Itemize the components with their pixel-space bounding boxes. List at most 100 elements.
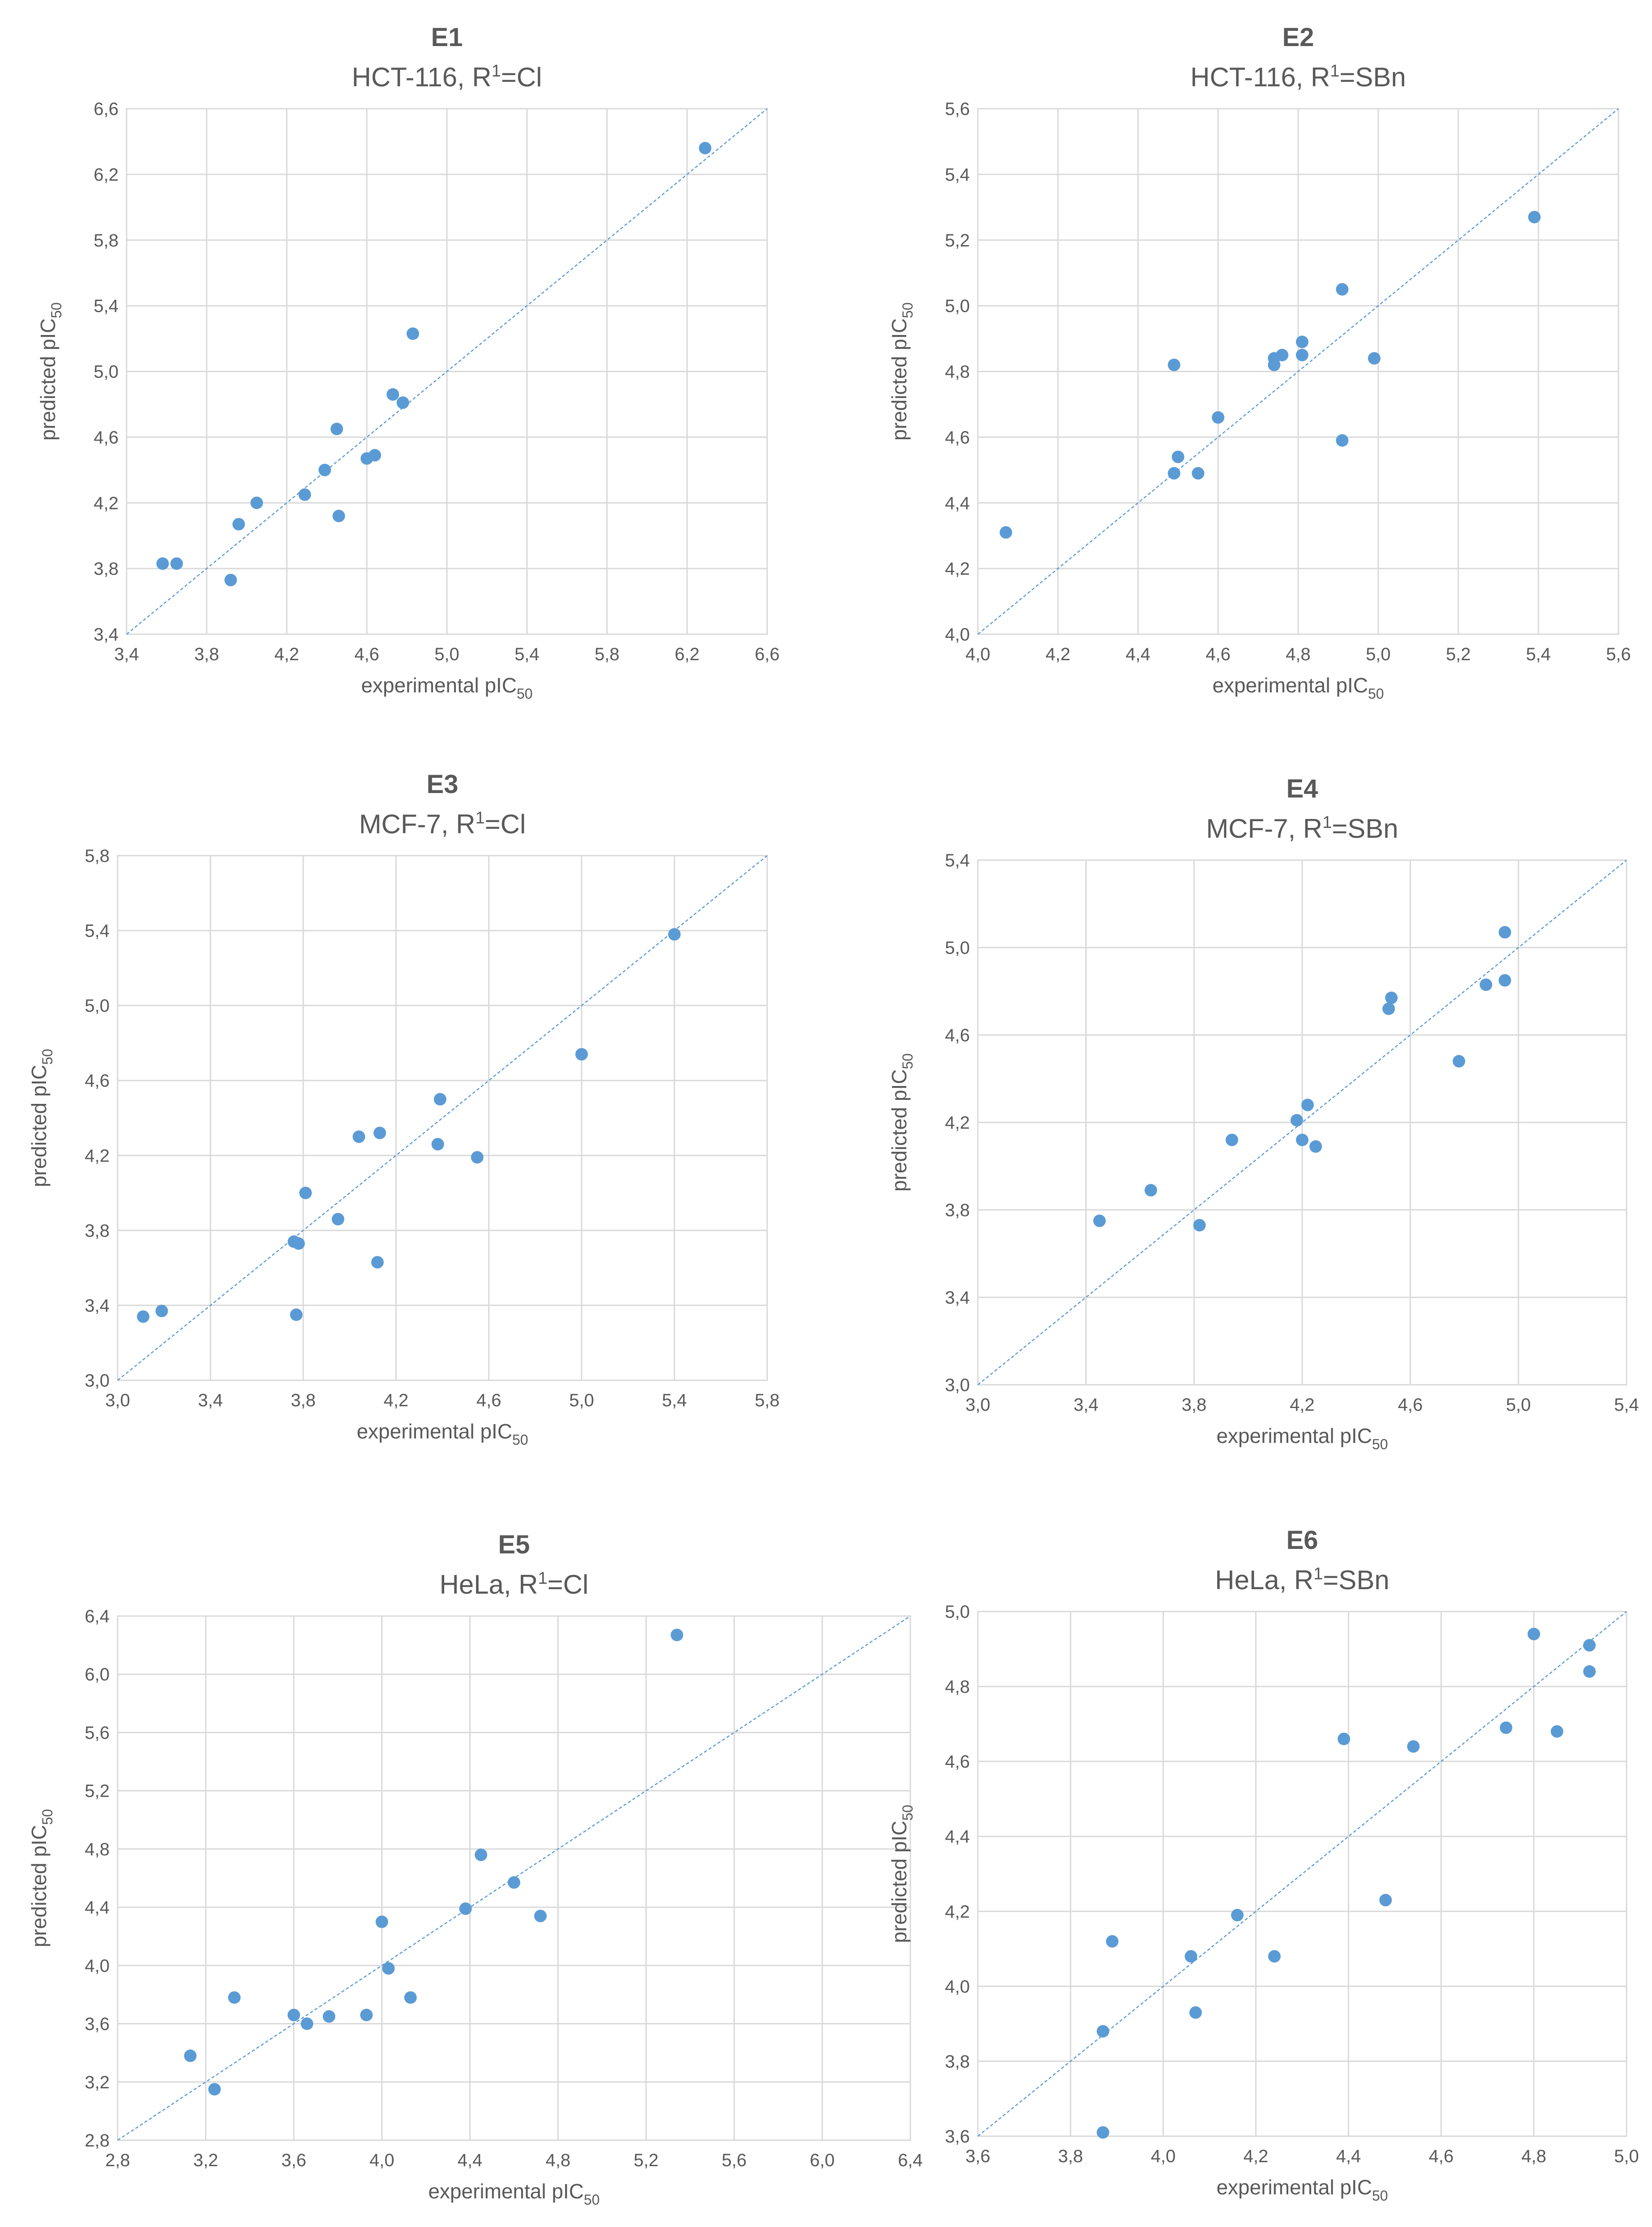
subtitle-cell-line: HCT-116, R bbox=[352, 62, 491, 92]
panel-subtitle: MCF-7, R1=SBn bbox=[1206, 813, 1398, 844]
y-tick-label: 5,0 bbox=[93, 362, 119, 382]
x-tick-label: 4,8 bbox=[1521, 2146, 1546, 2166]
data-point bbox=[1452, 1055, 1465, 1068]
y-tick-label: 3,6 bbox=[945, 2127, 970, 2146]
y-axis-label: predicted pIC50 bbox=[36, 302, 64, 441]
x-tick-label: 4,8 bbox=[1286, 645, 1311, 664]
panel-subtitle: HeLa, R1=Cl bbox=[440, 1569, 589, 1599]
data-point bbox=[699, 142, 712, 155]
data-point bbox=[332, 509, 345, 522]
data-point bbox=[433, 1093, 446, 1106]
y-tick-label: 5,6 bbox=[85, 1723, 110, 1743]
x-tick-label: 5,0 bbox=[1366, 645, 1391, 664]
y-tick-label: 4,2 bbox=[93, 493, 119, 513]
data-point bbox=[1106, 1935, 1119, 1948]
plot-area-frame bbox=[977, 108, 1619, 635]
panel-e5: E5 HeLa, R1=Cl 2,8 3,2 3,6 4,0 4,4 4,8 5,2 5,6 6,0… bbox=[27, 1530, 923, 2208]
x-tick-label: 4,6 bbox=[354, 645, 379, 664]
data-point bbox=[575, 1048, 588, 1061]
x-tick-label: 3,8 bbox=[1182, 1395, 1207, 1415]
data-point bbox=[1168, 467, 1181, 480]
identity-line bbox=[126, 108, 768, 635]
y-tick-label: 4,2 bbox=[945, 1113, 970, 1133]
y-tick-label: 4,8 bbox=[945, 1677, 970, 1697]
data-point bbox=[1550, 1725, 1563, 1738]
subtitle-superscript: 1 bbox=[492, 62, 501, 81]
data-point bbox=[1295, 348, 1308, 361]
panel-title: E1 bbox=[431, 23, 463, 52]
data-point bbox=[1295, 335, 1308, 348]
x-tick-label: 5,4 bbox=[1614, 1395, 1639, 1415]
x-tick-label: 4,4 bbox=[1125, 645, 1151, 664]
subtitle-cell-line: MCF-7, R bbox=[1206, 814, 1322, 844]
y-tick-label: 3,0 bbox=[85, 1371, 110, 1391]
x-tick-label: 5,0 bbox=[1506, 1395, 1531, 1415]
x-tick-label: 5,0 bbox=[569, 1391, 594, 1410]
y-tick-label: 5,4 bbox=[85, 921, 110, 941]
data-point bbox=[1093, 1214, 1106, 1227]
x-tick-label: 5,4 bbox=[662, 1391, 687, 1410]
data-point bbox=[290, 1308, 303, 1321]
panel-e4: E4 MCF-7, R1=SBn 3,0 3,4 3,8 4,2 4,6 5,0 5,4 3,0 3… bbox=[888, 774, 1639, 1452]
data-point bbox=[1189, 2006, 1202, 2019]
x-tick-label: 3,2 bbox=[193, 2151, 218, 2170]
data-point bbox=[1231, 1909, 1244, 1922]
data-point bbox=[137, 1310, 150, 1323]
x-tick-label: 4,0 bbox=[369, 2151, 395, 2170]
y-tick-label: 5,0 bbox=[85, 996, 110, 1016]
data-point bbox=[1338, 1732, 1350, 1745]
data-point bbox=[1268, 1950, 1281, 1963]
data-point bbox=[368, 449, 381, 462]
x-tick-label: 4,2 bbox=[1290, 1395, 1315, 1415]
y-tick-label: 4,6 bbox=[945, 1752, 970, 1772]
subtitle-substituent: =SBn bbox=[1340, 62, 1406, 92]
y-axis-label: predicted pIC50 bbox=[27, 1049, 55, 1187]
x-tick-label: 4,6 bbox=[476, 1391, 501, 1410]
y-tick-label: 4,2 bbox=[85, 1146, 110, 1166]
data-point bbox=[1382, 1002, 1395, 1015]
data-point bbox=[1144, 1184, 1157, 1197]
x-axis-label: experimental pIC50 bbox=[1216, 2176, 1388, 2204]
data-point bbox=[331, 1213, 344, 1226]
panel-title: E3 bbox=[427, 770, 459, 799]
subtitle-substituent: =Cl bbox=[548, 1570, 589, 1599]
y-tick-label: 5,2 bbox=[945, 231, 970, 250]
panel-title: E6 bbox=[1287, 1526, 1318, 1555]
panel-subtitle: MCF-7, R1=Cl bbox=[359, 809, 526, 839]
x-axis-label: experimental pIC50 bbox=[428, 2180, 599, 2208]
y-tick-label: 3,6 bbox=[85, 2015, 110, 2034]
data-point bbox=[1368, 352, 1381, 365]
panel-e3: E3 MCF-7, R1=Cl 3,0 3,4 3,8 4,2 4,6 5,0 5,4 5,8 3,… bbox=[27, 770, 780, 1448]
subtitle-substituent: =Cl bbox=[501, 62, 542, 92]
data-point bbox=[404, 1991, 417, 2004]
panel-subtitle: HeLa, R1=SBn bbox=[1215, 1565, 1389, 1595]
subtitle-substituent: =SBn bbox=[1323, 1565, 1389, 1595]
subtitle-superscript: 1 bbox=[476, 809, 485, 827]
x-tick-label: 4,4 bbox=[458, 2151, 483, 2170]
data-point bbox=[1499, 974, 1512, 987]
data-point bbox=[668, 928, 681, 941]
data-point bbox=[1499, 926, 1512, 939]
x-tick-label: 5,0 bbox=[1614, 2146, 1639, 2166]
x-tick-label: 3,4 bbox=[1074, 1395, 1099, 1415]
identity-line bbox=[977, 1611, 1627, 2137]
subtitle-cell-line: HeLa, R bbox=[1215, 1565, 1313, 1595]
data-point bbox=[1336, 283, 1349, 296]
data-point bbox=[1499, 1721, 1512, 1734]
y-tick-label: 4,6 bbox=[85, 1071, 110, 1091]
identity-line bbox=[977, 108, 1619, 635]
x-tick-label: 5,4 bbox=[1526, 645, 1551, 664]
data-point bbox=[1096, 2025, 1109, 2038]
x-tick-label: 4,0 bbox=[1151, 2146, 1176, 2166]
data-point bbox=[1479, 978, 1492, 991]
data-point bbox=[1301, 1099, 1314, 1111]
x-axis-label: experimental pIC50 bbox=[357, 1420, 528, 1448]
x-tick-label: 5,4 bbox=[514, 645, 539, 664]
data-point bbox=[375, 1915, 388, 1928]
y-tick-label: 6,6 bbox=[93, 99, 119, 119]
x-tick-label: 3,6 bbox=[965, 2146, 990, 2166]
identity-line bbox=[977, 860, 1627, 1385]
x-tick-label: 3,8 bbox=[291, 1391, 316, 1410]
data-point bbox=[371, 1256, 384, 1269]
panel-title: E4 bbox=[1287, 774, 1318, 803]
